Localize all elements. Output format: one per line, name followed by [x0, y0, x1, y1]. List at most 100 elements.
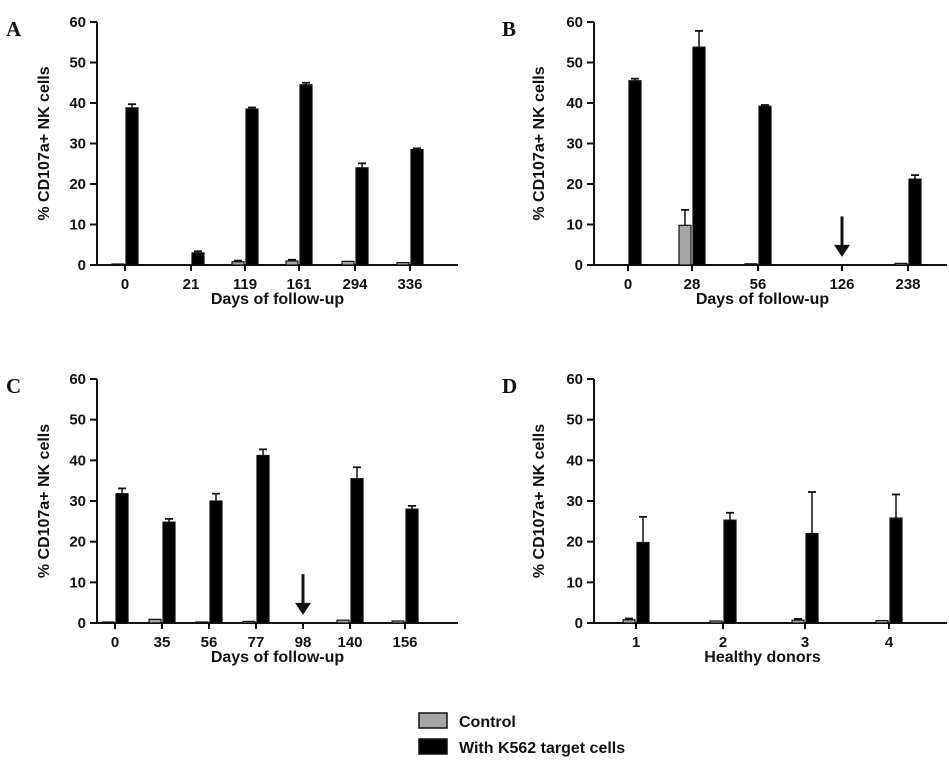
- x-tick-label: 0: [121, 276, 129, 293]
- x-axis-title: Days of follow-up: [211, 291, 345, 308]
- y-tick-label: 40: [566, 452, 583, 469]
- y-tick-label: 60: [566, 14, 583, 31]
- legend-label-k562: With K562 target cells: [459, 740, 625, 757]
- y-tick-label: 0: [78, 257, 86, 274]
- bar-control: [285, 260, 299, 266]
- x-tick-label: 126: [829, 276, 854, 293]
- bar-control: [622, 619, 636, 624]
- bar-control: [242, 620, 256, 624]
- bar-control: [101, 621, 115, 624]
- bar-control: [195, 621, 209, 624]
- x-tick-label: 0: [111, 634, 119, 651]
- bar-k562: [758, 105, 772, 266]
- y-axis-title: % CD107a+ NK cells: [36, 424, 53, 578]
- panel-letter: B: [502, 17, 516, 41]
- bar-k562: [636, 541, 650, 624]
- bar-k562: [256, 454, 270, 624]
- x-tick-label: 0: [624, 276, 632, 293]
- x-tick-label: 2: [719, 634, 727, 651]
- bar-k562: [723, 519, 737, 624]
- bar-control: [231, 261, 245, 266]
- y-tick-label: 50: [566, 55, 583, 72]
- y-axis-title: % CD107a+ NK cells: [531, 424, 548, 578]
- x-tick-label: 238: [895, 276, 920, 293]
- y-tick-label: 20: [69, 534, 86, 551]
- y-tick-label: 50: [69, 412, 86, 429]
- bar-k562: [125, 107, 139, 266]
- bar-k562: [628, 80, 642, 266]
- y-tick-label: 40: [69, 95, 86, 112]
- y-tick-label: 10: [69, 217, 86, 234]
- bar-k562: [355, 167, 369, 266]
- bar-k562: [115, 493, 129, 624]
- y-tick-label: 40: [566, 95, 583, 112]
- x-tick-label: 4: [885, 634, 894, 651]
- bar-control: [111, 263, 125, 266]
- bar-control: [744, 263, 758, 266]
- x-axis-title: Days of follow-up: [211, 649, 345, 666]
- y-tick-label: 0: [575, 615, 583, 632]
- bar-control: [709, 620, 723, 624]
- panel-letter: A: [6, 17, 22, 41]
- y-tick-label: 0: [575, 257, 583, 274]
- x-tick-label: 98: [295, 634, 312, 651]
- y-tick-label: 0: [78, 615, 86, 632]
- x-tick-label: 35: [154, 634, 171, 651]
- x-tick-label: 119: [233, 276, 257, 293]
- bar-k562: [191, 252, 205, 266]
- bar-control: [336, 619, 350, 624]
- x-axis-title: Days of follow-up: [696, 291, 830, 308]
- legend-swatch-k562: [418, 738, 448, 755]
- bar-control: [341, 260, 355, 266]
- bar-control: [678, 224, 692, 266]
- bar-k562: [908, 178, 922, 266]
- y-tick-label: 40: [69, 452, 86, 469]
- panel-letter: D: [502, 374, 517, 398]
- bar-control: [791, 619, 805, 624]
- y-tick-label: 50: [69, 55, 86, 72]
- y-tick-label: 20: [69, 176, 86, 193]
- y-tick-label: 30: [566, 136, 583, 153]
- bar-control: [875, 619, 889, 624]
- panel-letter: C: [6, 374, 21, 398]
- bar-k562: [299, 84, 313, 266]
- y-tick-label: 50: [566, 412, 583, 429]
- y-tick-label: 20: [566, 176, 583, 193]
- x-tick-label: 3: [801, 634, 809, 651]
- bar-k562: [350, 478, 364, 624]
- bar-k562: [889, 517, 903, 624]
- x-tick-label: 336: [397, 276, 422, 293]
- arrow-down-icon: [295, 602, 311, 615]
- y-tick-label: 60: [69, 371, 86, 388]
- y-tick-label: 60: [566, 371, 583, 388]
- arrow-down-icon: [834, 244, 850, 257]
- bar-k562: [405, 508, 419, 624]
- panel-c: C 0 10 20 30 40 50 60 % CD107a+ NK cells Days of …: [6, 371, 458, 666]
- x-tick-label: 156: [392, 634, 417, 651]
- legend: Control With K562 target cells: [418, 712, 625, 757]
- y-tick-label: 30: [566, 493, 583, 510]
- x-axis-title: Healthy donors: [704, 649, 821, 666]
- panel-a: A 0 10 20 30 40 50 60 % CD107a+ NK cells Days of …: [6, 14, 458, 308]
- bar-k562: [245, 108, 259, 266]
- x-tick-label: 140: [337, 634, 362, 651]
- y-tick-label: 20: [566, 534, 583, 551]
- x-tick-label: 1: [632, 634, 640, 651]
- x-tick-label: 56: [201, 634, 218, 651]
- x-tick-label: 56: [750, 276, 767, 293]
- x-tick-label: 28: [684, 276, 701, 293]
- bar-control: [391, 620, 405, 624]
- y-tick-label: 30: [69, 493, 86, 510]
- x-tick-label: 21: [183, 276, 200, 293]
- y-tick-label: 60: [69, 14, 86, 31]
- bar-k562: [692, 46, 706, 266]
- bar-k562: [162, 521, 176, 624]
- bar-k562: [805, 532, 819, 624]
- y-tick-label: 10: [69, 574, 86, 591]
- panel-d: D 0 10 20 30 40 50 60 % CD107a+ NK cells Healthy …: [502, 371, 947, 666]
- y-tick-label: 10: [566, 217, 583, 234]
- y-axis-title: % CD107a+ NK cells: [36, 66, 53, 220]
- legend-swatch-control: [418, 712, 448, 729]
